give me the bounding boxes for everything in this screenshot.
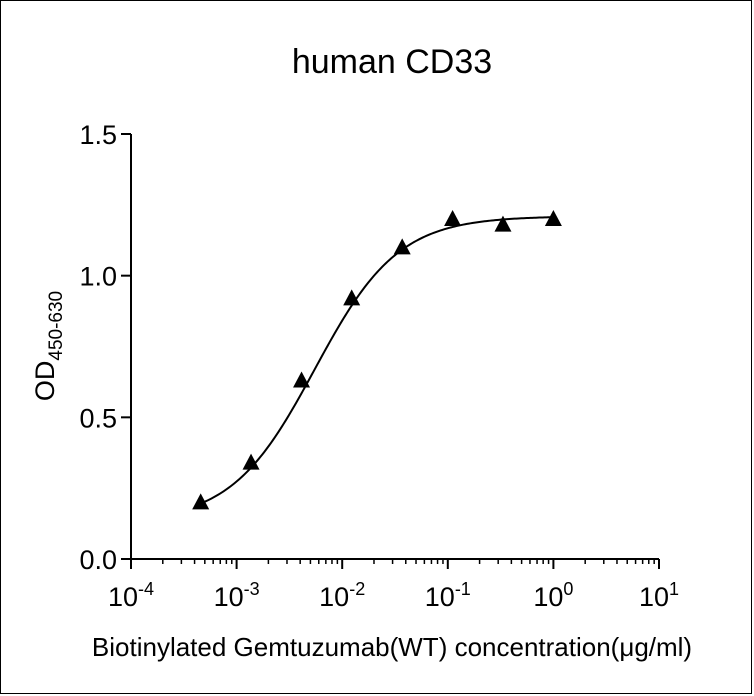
x-tick-label: 100 <box>533 579 573 612</box>
y-axis-label-subscript: 450-630 <box>46 291 67 361</box>
data-point <box>192 493 210 510</box>
x-tick-label: 101 <box>639 579 679 612</box>
data-point <box>393 238 411 255</box>
data-point <box>343 289 361 306</box>
x-tick-label: 10-3 <box>214 579 260 612</box>
axes: 0.0 0.5 1.0 1.5 10-4 10-3 10-2 10-1 100 101 <box>79 120 679 612</box>
data-point <box>293 371 311 388</box>
y-tick-label: 0.0 <box>79 545 117 575</box>
x-tick-label: 10-2 <box>319 579 365 612</box>
data-point <box>544 210 562 226</box>
data-point <box>242 453 260 470</box>
data-points <box>192 210 562 510</box>
fit-curve <box>200 216 554 505</box>
x-tick-label: 10-4 <box>108 579 154 612</box>
fit-curve-group <box>200 216 554 505</box>
y-tick-label: 1.5 <box>79 120 117 150</box>
data-point <box>494 215 512 232</box>
y-tick-label: 0.5 <box>79 403 117 433</box>
x-tick-label: 10-1 <box>425 579 471 612</box>
data-point <box>444 210 462 226</box>
chart-title: human CD33 <box>292 43 492 81</box>
y-axis-label: OD450-630 <box>30 291 67 401</box>
y-axis-label-main: OD <box>30 361 60 402</box>
x-axis-label: Biotinylated Gemtuzumab(WT) concentratio… <box>92 632 692 662</box>
svg-text:OD450-630: OD450-630 <box>30 291 67 401</box>
y-tick-label: 1.0 <box>79 262 117 292</box>
